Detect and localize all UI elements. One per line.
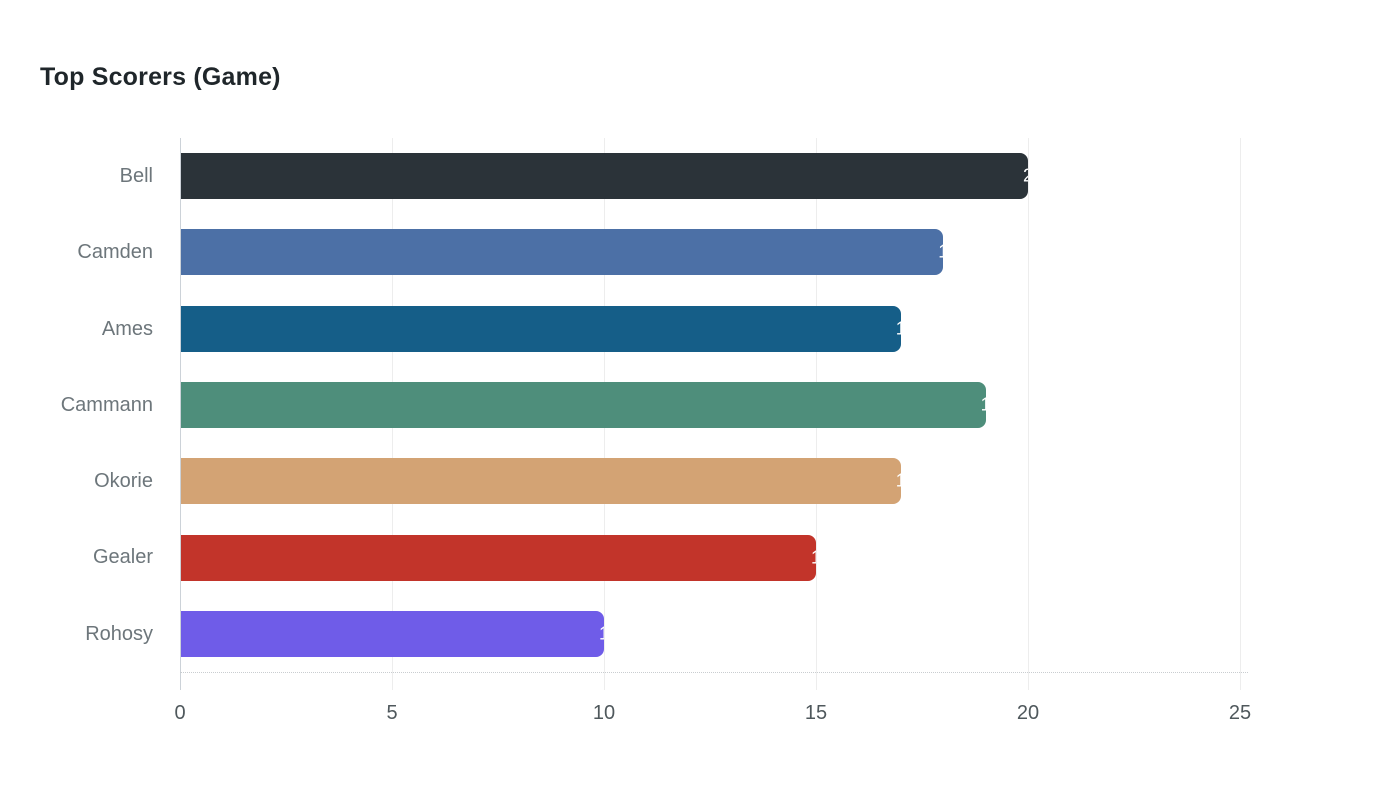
bar-row: Rohosy 10 bbox=[0, 596, 1400, 672]
x-tick-label-0: 0 bbox=[174, 702, 186, 724]
x-axis-baseline bbox=[180, 672, 1248, 673]
category-label-gealer: Gealer bbox=[92, 546, 153, 569]
category-label-ames: Ames bbox=[101, 317, 153, 340]
x-tick-label-10: 10 bbox=[592, 702, 616, 724]
value-label-ames: 17 bbox=[896, 318, 901, 339]
value-label-okorie: 17 bbox=[896, 471, 901, 492]
value-label-cammann: 19 bbox=[981, 395, 986, 416]
bar-row: Cammann 19 bbox=[0, 367, 1400, 443]
bar-ames: 17 bbox=[181, 305, 901, 352]
category-label-camden: Camden bbox=[77, 241, 153, 264]
bar-row: Bell 20 bbox=[0, 138, 1400, 214]
x-tick-label-20: 20 bbox=[1016, 702, 1040, 724]
category-label-cammann: Cammann bbox=[60, 393, 153, 416]
bar-rohosy: 10 bbox=[181, 610, 604, 657]
bar-bell: 20 bbox=[181, 153, 1028, 200]
category-label-rohosy: Rohosy bbox=[85, 622, 153, 645]
bar-row: Okorie 17 bbox=[0, 443, 1400, 519]
vertical-gridline bbox=[1240, 138, 1241, 690]
chart-title: Top Scorers (Game) bbox=[40, 63, 281, 91]
bar-row: Camden 18 bbox=[0, 214, 1400, 290]
bar-gealer: 15 bbox=[181, 534, 816, 581]
value-label-rohosy: 10 bbox=[599, 623, 604, 644]
bar-camden: 18 bbox=[181, 229, 944, 276]
bar-row: Ames 17 bbox=[0, 291, 1400, 367]
bar-okorie: 17 bbox=[181, 458, 901, 505]
x-tick-label-5: 5 bbox=[386, 702, 398, 724]
x-tick-label-15: 15 bbox=[804, 702, 828, 724]
vertical-gridline bbox=[1028, 138, 1029, 690]
x-tick-label-25: 25 bbox=[1228, 702, 1252, 724]
value-label-gealer: 15 bbox=[811, 547, 816, 568]
bar-cammann: 19 bbox=[181, 382, 986, 428]
value-label-bell: 20 bbox=[1023, 166, 1028, 187]
category-label-bell: Bell bbox=[119, 165, 153, 187]
y-axis-line bbox=[180, 138, 181, 690]
category-label-okorie: Okorie bbox=[94, 470, 153, 493]
bar-row: Gealer 15 bbox=[0, 519, 1400, 595]
value-label-camden: 18 bbox=[938, 242, 943, 263]
